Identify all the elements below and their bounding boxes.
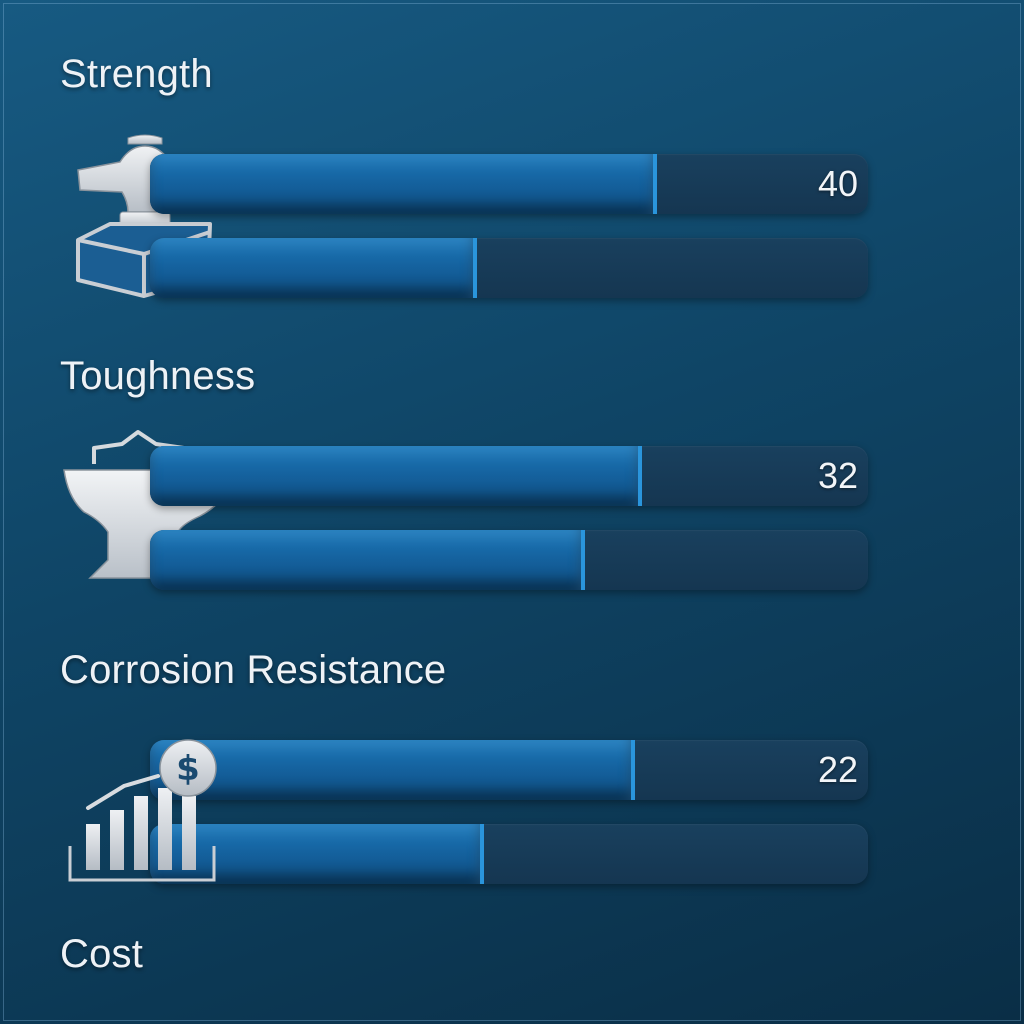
corrosion-resistance-bar-primary-fill xyxy=(150,740,636,800)
toughness-bar-primary-fill xyxy=(150,446,643,506)
svg-text:$: $ xyxy=(176,749,200,789)
toughness-bar-primary: 32 xyxy=(150,446,868,506)
metric-label-cost: Cost xyxy=(60,932,144,976)
cost-chart-dollar-icon: $ xyxy=(66,736,222,886)
strength-bar-secondary xyxy=(150,238,868,298)
metric-label-toughness: Toughness xyxy=(60,354,256,398)
corrosion-resistance-bar-secondary xyxy=(150,824,868,884)
toughness-value: 32 xyxy=(817,455,858,496)
corrosion-resistance-value: 22 xyxy=(817,749,858,790)
toughness-bar-secondary-fill xyxy=(150,530,585,590)
corrosion-resistance-bar-primary: 22 xyxy=(150,740,868,800)
strength-value: 40 xyxy=(817,163,858,204)
metric-label-strength: Strength xyxy=(60,52,213,96)
metric-label-corrosion-resistance: Corrosion Resistance xyxy=(60,648,447,692)
corrosion-resistance-bar-secondary-fill xyxy=(150,824,485,884)
strength-bar-primary: 40 xyxy=(150,154,868,214)
strength-bar-primary-fill xyxy=(150,154,657,214)
strength-bar-secondary-fill xyxy=(150,238,478,298)
toughness-bar-secondary xyxy=(150,530,868,590)
